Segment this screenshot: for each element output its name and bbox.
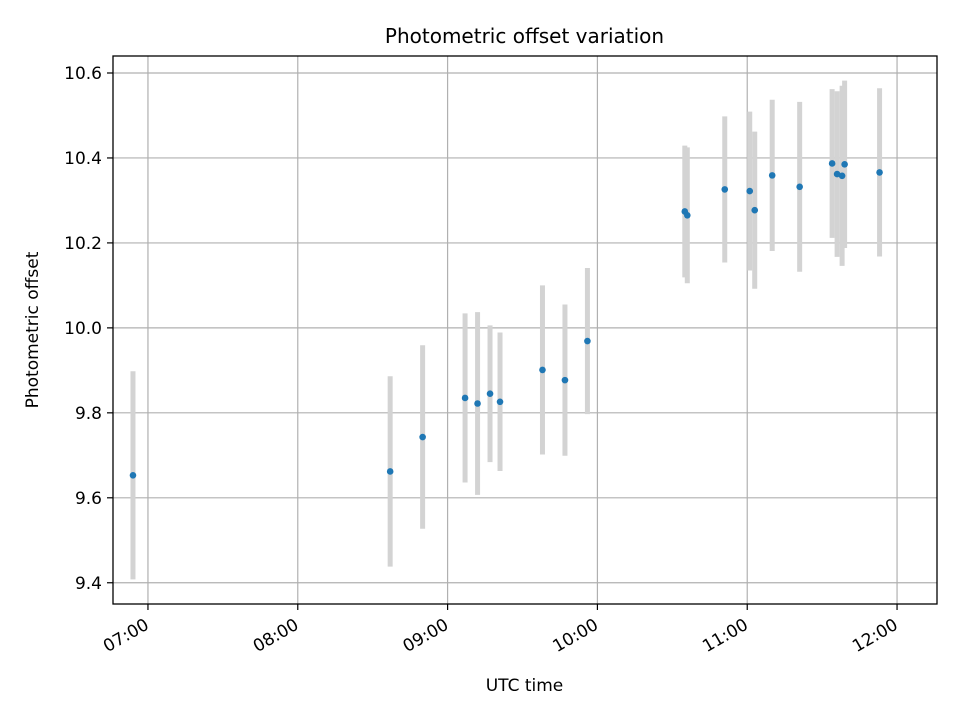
x-tick-label: 10:00 xyxy=(549,615,601,657)
data-point xyxy=(386,468,394,475)
data-points xyxy=(129,160,883,479)
data-point xyxy=(833,170,841,178)
y-tick-label: 9.4 xyxy=(75,574,102,594)
data-point xyxy=(876,169,883,176)
plot-frame xyxy=(112,55,938,605)
x-tick-label: 12:00 xyxy=(849,615,901,657)
data-point xyxy=(796,183,803,191)
y-axis-label: Photometric offset xyxy=(23,251,43,408)
x-axis-label: UTC time xyxy=(486,676,564,696)
x-tick-label: 11:00 xyxy=(699,615,751,657)
data-point xyxy=(828,160,836,167)
x-tick-label: 07:00 xyxy=(100,615,152,657)
data-point xyxy=(486,390,494,398)
data-point xyxy=(496,398,504,406)
y-axis: 9.4 9.6 9.8 10.0 10.2 10.4 10.6 xyxy=(64,64,113,594)
y-tick-label: 10.4 xyxy=(64,149,102,169)
y-tick-label: 10.6 xyxy=(64,64,102,84)
data-point xyxy=(684,212,691,219)
grid xyxy=(113,56,937,604)
y-tick-label: 9.6 xyxy=(75,489,102,509)
data-point xyxy=(539,366,546,374)
data-point xyxy=(768,172,776,179)
x-axis: 07:00 08:00 09:00 10:00 11:00 12:00 xyxy=(100,604,902,657)
data-point xyxy=(841,161,848,168)
error-bars xyxy=(130,80,883,580)
x-tick-label: 09:00 xyxy=(400,615,452,657)
chart-title: Photometric offset variation xyxy=(385,24,664,48)
data-point xyxy=(461,394,469,402)
data-point xyxy=(721,186,729,193)
y-tick-label: 10.2 xyxy=(64,234,102,254)
data-point xyxy=(746,187,754,195)
data-point xyxy=(561,376,569,384)
y-tick-label: 10.0 xyxy=(64,319,102,339)
data-point xyxy=(584,337,591,345)
data-point xyxy=(474,400,481,407)
x-tick-label: 08:00 xyxy=(250,615,302,657)
data-point xyxy=(129,471,137,479)
data-point xyxy=(751,206,759,214)
data-point xyxy=(419,433,426,441)
data-point xyxy=(838,172,846,180)
y-tick-label: 9.8 xyxy=(75,404,102,424)
